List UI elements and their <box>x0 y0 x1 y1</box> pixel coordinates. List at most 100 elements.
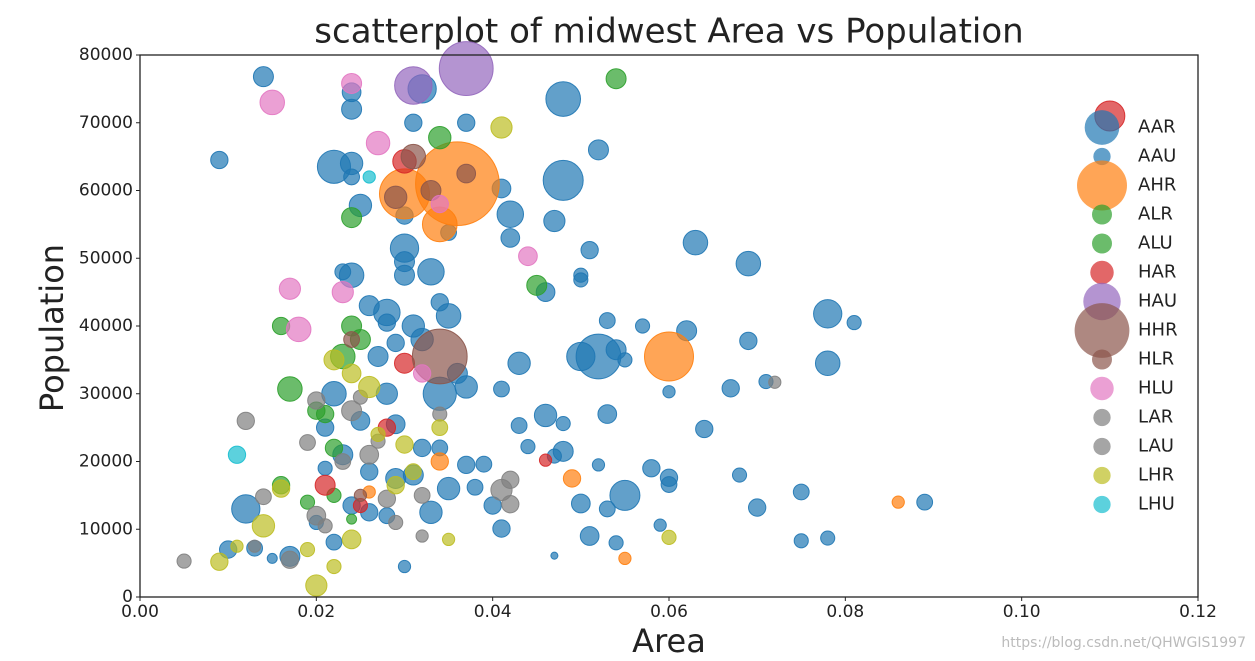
bubble <box>299 542 316 558</box>
bubble <box>428 125 452 150</box>
bubble <box>271 479 291 498</box>
bubble <box>394 264 415 286</box>
bubble <box>820 530 836 546</box>
legend-marker <box>1092 349 1112 370</box>
bubble <box>404 463 422 481</box>
y-tick-label: 80000 <box>79 45 133 65</box>
bubble <box>314 474 336 496</box>
bubble <box>695 419 714 439</box>
bubble <box>346 513 358 525</box>
bubble <box>570 493 591 514</box>
plot-points <box>176 41 1126 597</box>
legend-marker <box>1093 495 1111 514</box>
x-tick-label: 0.12 <box>1179 602 1217 622</box>
bubble <box>280 550 300 569</box>
bubble <box>255 488 272 506</box>
bubble <box>231 494 261 524</box>
bubble <box>367 345 389 367</box>
bubble <box>317 460 333 476</box>
bubble <box>326 558 342 575</box>
bubble <box>370 426 386 442</box>
bubble <box>395 435 414 454</box>
x-tick-label: 0.10 <box>1003 602 1041 622</box>
legend-marker <box>1077 160 1127 211</box>
bubble <box>331 281 354 304</box>
bubble <box>341 207 363 229</box>
legend-marker <box>1090 260 1114 285</box>
plot-frame <box>139 54 1199 598</box>
y-axis-label: Population <box>33 244 71 412</box>
bubble <box>394 352 415 374</box>
bubble <box>343 331 361 348</box>
bubble <box>321 381 347 407</box>
legend-label: AAR <box>1138 117 1176 138</box>
bubble <box>543 209 566 233</box>
bubble <box>317 518 333 534</box>
bubble <box>533 403 558 428</box>
bubble <box>562 469 582 488</box>
bubble <box>580 240 599 260</box>
bubble <box>341 363 362 384</box>
bubble <box>814 350 841 377</box>
bubble <box>490 116 513 139</box>
legend-marker <box>1093 466 1111 485</box>
legend-marker <box>1090 376 1114 401</box>
bubble <box>598 312 616 329</box>
bubble <box>285 316 312 343</box>
bubble <box>518 246 538 267</box>
legend-label: HLU <box>1138 378 1174 399</box>
bubble <box>566 341 596 372</box>
bubble <box>377 489 397 508</box>
bubble <box>642 459 661 478</box>
y-tick-label: 70000 <box>79 113 133 133</box>
bubble <box>176 553 192 569</box>
bubble <box>597 404 618 424</box>
bubble <box>634 318 651 334</box>
bubble <box>682 229 709 256</box>
y-tick-label: 40000 <box>79 316 133 336</box>
legend-label: LAU <box>1138 436 1174 457</box>
bubble <box>386 333 405 353</box>
bubble <box>598 500 616 518</box>
legend-label: ALU <box>1138 233 1173 254</box>
bubble <box>520 439 536 455</box>
bubble <box>266 552 278 564</box>
bubble <box>236 411 255 431</box>
bubble <box>334 263 352 281</box>
bubble <box>605 68 627 90</box>
bubble <box>550 551 559 560</box>
legend-label: ALR <box>1138 204 1173 225</box>
bubble <box>813 299 843 329</box>
bubble <box>507 351 531 375</box>
bubble <box>341 98 363 120</box>
bubble <box>618 551 632 566</box>
legend-marker <box>1093 147 1111 166</box>
legend-marker <box>1093 408 1111 427</box>
legend-marker <box>1074 303 1130 358</box>
bubble <box>792 483 810 501</box>
bubble <box>397 559 412 574</box>
legend-label: HHR <box>1138 320 1178 341</box>
bubble <box>500 228 521 248</box>
bubble <box>609 479 641 511</box>
bubble <box>501 495 520 514</box>
bubble <box>542 159 584 201</box>
x-tick-label: 0.08 <box>826 602 864 622</box>
bubble <box>587 139 609 161</box>
bubble <box>341 400 363 422</box>
bubble <box>325 533 343 551</box>
bubble <box>573 272 589 288</box>
bubble <box>441 532 456 547</box>
bubble <box>735 250 762 277</box>
bubble <box>457 113 476 132</box>
watermark: https://blog.csdn.net/QHWGIS1997 <box>1001 635 1246 651</box>
legend-label: LHR <box>1138 465 1174 486</box>
legend-label: AAU <box>1138 146 1176 167</box>
bubble <box>793 533 809 549</box>
bubble <box>400 143 427 170</box>
bubble <box>617 352 633 368</box>
bubble <box>247 539 262 553</box>
bubble <box>324 438 344 458</box>
bubble <box>259 89 285 116</box>
